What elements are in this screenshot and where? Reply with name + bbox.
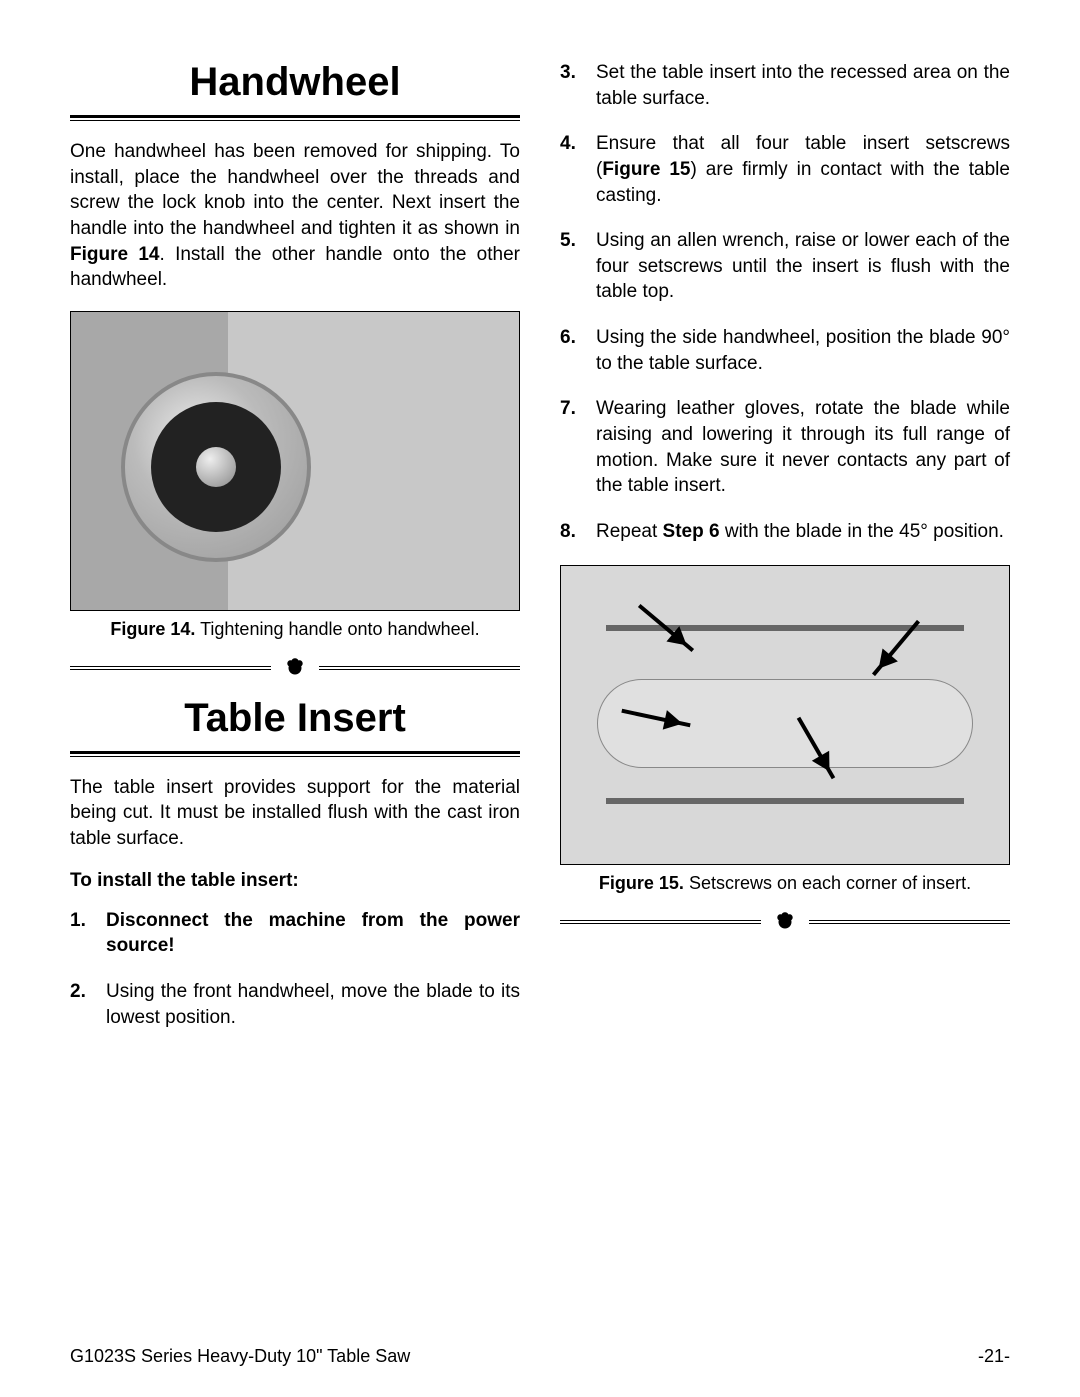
figure-15-caption: Figure 15. Setscrews on each corner of i… bbox=[560, 873, 1010, 894]
steps-left: 1. Disconnect the machine from the power… bbox=[70, 908, 520, 1031]
fig14-label: Figure 14. bbox=[110, 619, 195, 639]
fig15-label: Figure 15. bbox=[599, 873, 684, 893]
fig15-text: Setscrews on each corner of insert. bbox=[689, 873, 971, 893]
step-item: 6. Using the side handwheel, position the… bbox=[560, 325, 1010, 376]
step-num: 8. bbox=[560, 519, 582, 545]
step-text: Using the front handwheel, move the blad… bbox=[106, 979, 520, 1030]
step-text: Disconnect the machine from the power so… bbox=[106, 908, 520, 959]
fig14-text: Tightening handle onto handwheel. bbox=[200, 619, 480, 639]
step-text: Set the table insert into the recessed a… bbox=[596, 60, 1010, 111]
rule-thick-2 bbox=[70, 751, 520, 754]
step-item: 3. Set the table insert into the recessed… bbox=[560, 60, 1010, 111]
step-item: 4.Ensure that all four table insert sets… bbox=[560, 131, 1010, 208]
figure-14-caption: Figure 14. Tightening handle onto handwh… bbox=[70, 619, 520, 640]
figure-14 bbox=[70, 311, 520, 611]
step-num: 5. bbox=[560, 228, 582, 305]
step-item: 5.Using an allen wrench, raise or lower … bbox=[560, 228, 1010, 305]
step-text: Using the side handwheel, position the b… bbox=[596, 325, 1010, 376]
intro-text-1: One handwheel has been removed for shipp… bbox=[70, 141, 520, 239]
step-text: Wearing leather gloves, rotate the blade… bbox=[596, 396, 1010, 499]
step-1: 1. Disconnect the machine from the power… bbox=[70, 908, 520, 959]
step-num: 6. bbox=[560, 325, 582, 376]
section-divider-2 bbox=[560, 908, 1010, 936]
step-num: 7. bbox=[560, 396, 582, 499]
footer-right: -21- bbox=[978, 1346, 1010, 1367]
right-column: 3. Set the table insert into the recessed… bbox=[560, 60, 1010, 1050]
bear-icon bbox=[281, 654, 309, 682]
rule-thin-2 bbox=[70, 756, 520, 757]
table-insert-title: Table Insert bbox=[70, 696, 520, 749]
section-divider bbox=[70, 654, 520, 682]
rule-thick bbox=[70, 115, 520, 118]
step-2: 2. Using the front handwheel, move the b… bbox=[70, 979, 520, 1030]
step-text: Using an allen wrench, raise or lower ea… bbox=[596, 228, 1010, 305]
step-num: 2. bbox=[70, 979, 92, 1030]
step-num: 4. bbox=[560, 131, 582, 208]
handwheel-title: Handwheel bbox=[70, 60, 520, 113]
figure-15 bbox=[560, 565, 1010, 865]
page-footer: G1023S Series Heavy-Duty 10" Table Saw -… bbox=[70, 1346, 1010, 1367]
step-num: 3. bbox=[560, 60, 582, 111]
step-num: 1. bbox=[70, 908, 92, 959]
bear-icon bbox=[771, 908, 799, 936]
rule-thin bbox=[70, 120, 520, 121]
steps-right: 3. Set the table insert into the recessed… bbox=[560, 60, 1010, 545]
left-column: Handwheel One handwheel has been removed… bbox=[70, 60, 520, 1050]
table-insert-intro: The table insert provides support for th… bbox=[70, 775, 520, 852]
step-text: Ensure that all four table insert setscr… bbox=[596, 131, 1010, 208]
step-item: 8. Repeat Step 6 with the blade in the 45… bbox=[560, 519, 1010, 545]
handwheel-intro: One handwheel has been removed for shipp… bbox=[70, 139, 520, 293]
step-text: Repeat Step 6 with the blade in the 45° … bbox=[596, 519, 1004, 545]
footer-left: G1023S Series Heavy-Duty 10" Table Saw bbox=[70, 1346, 410, 1367]
step-item: 7.Wearing leather gloves, rotate the bla… bbox=[560, 396, 1010, 499]
install-subhead: To install the table insert: bbox=[70, 870, 520, 892]
intro-figure-ref: Figure 14 bbox=[70, 244, 160, 265]
